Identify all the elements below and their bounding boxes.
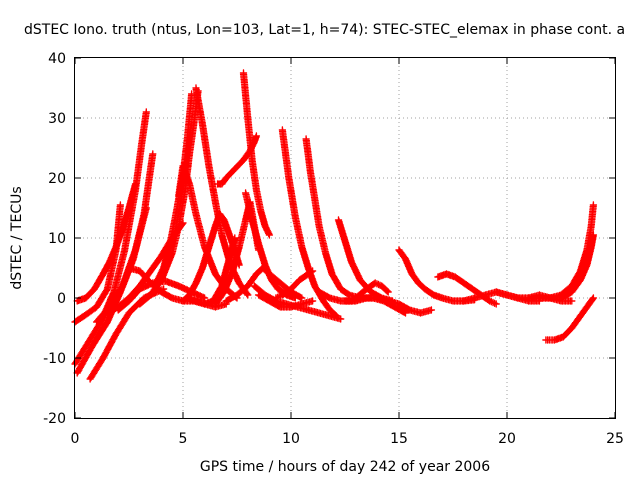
series-markers (395, 246, 479, 305)
x-tick-label: 25 (606, 431, 624, 447)
x-tick-label: 5 (179, 431, 188, 447)
series-markers (535, 231, 598, 302)
data-series (250, 282, 345, 323)
axis-ticks: 0 5 10 15 20 25 -20 -10 0 10 20 30 40 (43, 51, 624, 447)
data-series (542, 294, 598, 344)
chart-title: dSTEC Iono. truth (ntus, Lon=103, Lat=1,… (24, 22, 625, 38)
y-tick-label: 0 (57, 291, 66, 307)
data-series (239, 69, 274, 239)
series-markers (542, 294, 598, 344)
y-tick-label: 20 (48, 171, 66, 187)
y-tick-label: 30 (48, 111, 66, 127)
y-tick-label: -20 (43, 411, 66, 427)
x-tick-label: 15 (390, 431, 408, 447)
series-markers (341, 294, 436, 317)
data-series (535, 231, 598, 302)
x-tick-label: 20 (498, 431, 516, 447)
y-tick-label: 40 (48, 51, 66, 67)
data-series (222, 264, 306, 305)
series-layer (71, 69, 598, 383)
plot-frame (74, 57, 616, 419)
x-tick-label: 10 (282, 431, 300, 447)
series-markers (222, 264, 306, 305)
data-series (73, 180, 140, 305)
series-markers (302, 135, 364, 302)
data-series (272, 267, 317, 302)
series-markers (524, 201, 598, 302)
series-markers (352, 279, 392, 302)
data-series (278, 126, 341, 320)
y-tick-label: 10 (48, 231, 66, 247)
y-tick-label: -10 (43, 351, 66, 367)
series-markers (272, 267, 317, 302)
data-series (352, 279, 392, 302)
x-axis-label: GPS time / hours of day 242 of year 2006 (200, 459, 490, 475)
x-tick-label: 0 (71, 431, 80, 447)
data-series (341, 294, 436, 317)
data-series (302, 135, 364, 302)
data-series (183, 234, 239, 308)
series-markers (183, 234, 239, 308)
data-series (395, 246, 479, 305)
series-markers (278, 126, 341, 320)
series-markers (250, 282, 345, 323)
series-markers (73, 180, 140, 305)
data-series (524, 201, 598, 302)
y-axis-label: dSTEC / TECUs (9, 186, 25, 289)
grid (75, 58, 615, 418)
series-markers (239, 69, 274, 239)
